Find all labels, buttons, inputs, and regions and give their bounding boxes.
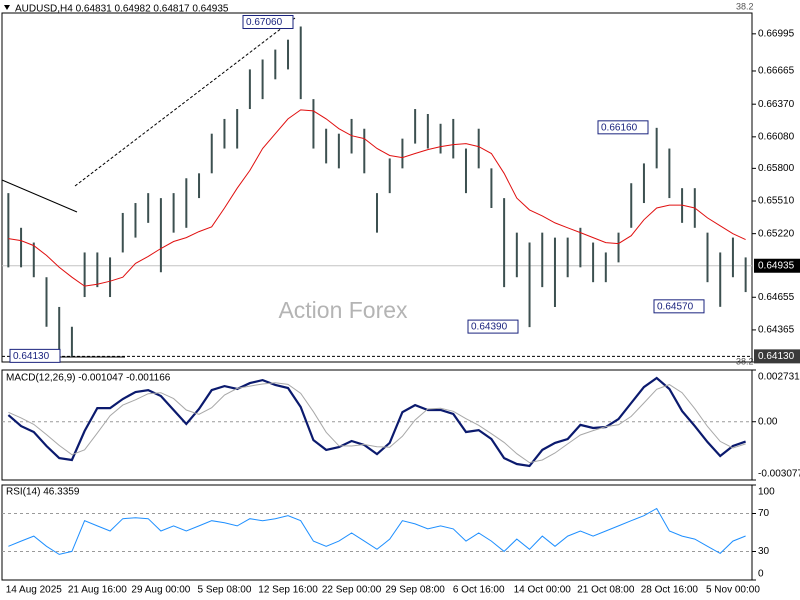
x-tick-label: 22 Sep 00:00 bbox=[322, 585, 382, 596]
indicator-line bbox=[8, 382, 746, 464]
price-annotation-box bbox=[653, 299, 705, 314]
y-tick-label: 0.65800 bbox=[758, 163, 795, 174]
moving-average bbox=[8, 109, 746, 287]
x-tick-label: 5 Nov 00:00 bbox=[706, 585, 760, 596]
price-annotation-box bbox=[467, 319, 519, 334]
x-tick-label: 5 Sep 08:00 bbox=[197, 585, 251, 596]
fib-trendline bbox=[74, 17, 296, 187]
watermark: Action Forex bbox=[278, 297, 408, 323]
price-annotation-box bbox=[9, 348, 61, 363]
price-annotation: 0.66160 bbox=[601, 122, 638, 133]
panel-frame bbox=[1, 484, 753, 581]
y-tick-label: 0 bbox=[758, 569, 764, 580]
price-annotation: 0.64390 bbox=[471, 322, 508, 333]
y-tick-label: -0.003077 bbox=[758, 469, 800, 480]
y-tick-label: 100 bbox=[758, 487, 775, 498]
x-tick-label: 29 Sep 08:00 bbox=[385, 585, 445, 596]
y-tick-label: 0.66665 bbox=[758, 66, 795, 77]
fib-label: 38.2 bbox=[736, 356, 754, 366]
y-tick-label: 0.00 bbox=[758, 416, 778, 427]
price-annotation: 0.64570 bbox=[657, 301, 694, 312]
x-tick-label: 14 Aug 2025 bbox=[6, 585, 63, 596]
x-tick-label: 28 Oct 16:00 bbox=[641, 585, 699, 596]
y-tick-label: 30 bbox=[758, 546, 770, 557]
macd-title: MACD(12,26,9) -0.001047 -0.001166 bbox=[6, 373, 171, 384]
y-tick-label: 0.66995 bbox=[758, 28, 795, 39]
panel-frame bbox=[1, 12, 753, 363]
chart-title: AUDUSD,H4 0.64831 0.64982 0.64817 0.6493… bbox=[15, 4, 229, 15]
y-tick-label: 0.002731 bbox=[758, 372, 800, 383]
x-tick-label: 12 Sep 16:00 bbox=[258, 585, 318, 596]
price-annotation: 0.64130 bbox=[13, 351, 50, 362]
y-tick-label: 0.65220 bbox=[758, 228, 795, 239]
indicator-line bbox=[7, 376, 746, 468]
x-tick-label: 21 Aug 16:00 bbox=[68, 585, 127, 596]
y-tick-label: 0.66080 bbox=[758, 131, 795, 142]
fib-label: 38.2 bbox=[736, 1, 754, 11]
y-tick-label: 0.64365 bbox=[758, 325, 795, 336]
y-tick-label: 70 bbox=[758, 508, 770, 519]
y-tick-label: 0.65510 bbox=[758, 196, 795, 207]
x-tick-label: 21 Oct 08:00 bbox=[577, 585, 635, 596]
indicator-line bbox=[8, 507, 746, 555]
level-box bbox=[754, 349, 800, 364]
x-tick-label: 29 Aug 00:00 bbox=[131, 585, 190, 596]
price-annotation: 0.67060 bbox=[246, 17, 283, 28]
x-tick-label: 14 Oct 00:00 bbox=[514, 585, 572, 596]
rsi-title: RSI(14) 46.3359 bbox=[6, 487, 80, 498]
panel-frame bbox=[1, 369, 753, 481]
y-tick-label: 0.64655 bbox=[758, 292, 795, 303]
trendline bbox=[1, 179, 78, 213]
x-tick-label: 6 Oct 16:00 bbox=[453, 585, 505, 596]
collapse-icon bbox=[4, 5, 10, 10]
y-tick-label: 0.66370 bbox=[758, 99, 795, 110]
last-price-label: 0.64935 bbox=[758, 260, 795, 271]
level-label: 0.64130 bbox=[758, 351, 795, 362]
price-annotation-box bbox=[597, 120, 649, 135]
price-annotation-box bbox=[242, 15, 294, 30]
last-price-box bbox=[754, 258, 800, 273]
